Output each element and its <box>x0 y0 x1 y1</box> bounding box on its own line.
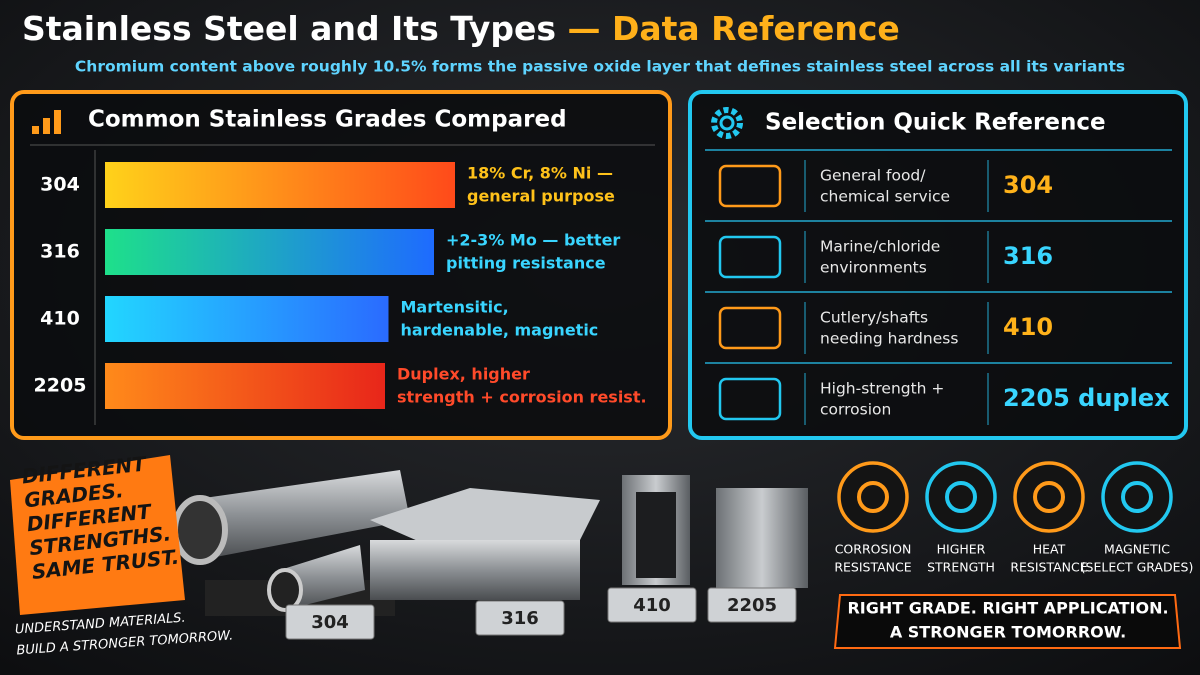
plate-label: 304 <box>311 612 349 633</box>
recommended-grade: 2205 duplex <box>1003 384 1170 412</box>
bar-description: 18% Cr, 8% Ni — <box>467 164 613 183</box>
plate-label: 316 <box>501 608 539 629</box>
property-label: HIGHER <box>937 542 986 557</box>
bar-description: strength + corrosion resist. <box>397 388 647 407</box>
plate <box>607 587 697 623</box>
property-label: RESISTANCE <box>1010 560 1087 575</box>
recommended-grade: 304 <box>1003 171 1053 199</box>
property-icon <box>1121 481 1153 513</box>
property-label: RESISTANCE <box>834 560 911 575</box>
use-text: General food/ <box>820 167 926 185</box>
grade-label: 410 <box>40 308 80 330</box>
bar <box>105 363 385 409</box>
gear-icon <box>711 107 743 139</box>
property-label: (SELECT GRADES) <box>1081 560 1194 575</box>
plate-label: 410 <box>633 595 671 616</box>
bar <box>105 229 434 275</box>
property-badge <box>1013 461 1085 533</box>
use-text: corrosion <box>820 401 891 419</box>
bar <box>105 162 455 208</box>
property-badge <box>1101 461 1173 533</box>
grade-label: 2205 <box>34 375 87 397</box>
property-label: MAGNETIC <box>1104 542 1170 557</box>
plate <box>285 604 375 640</box>
property-label: CORROSION <box>835 542 912 557</box>
bar <box>105 296 389 342</box>
steel-products <box>172 470 808 612</box>
subtitle: Chromium content above roughly 10.5% for… <box>75 58 1125 76</box>
plate <box>707 587 797 623</box>
property-label: STRENGTH <box>927 560 995 575</box>
property-icon <box>1033 481 1065 513</box>
tagline-box <box>833 594 1182 649</box>
bar-description: +2-3% Mo — better <box>446 231 620 250</box>
row-icon <box>718 377 782 421</box>
bar-description: Duplex, higher <box>397 365 530 384</box>
slogan-brush <box>10 455 185 615</box>
property-label: HEAT <box>1033 542 1066 557</box>
chart-title: Common Stainless Grades Compared <box>88 107 567 133</box>
use-text: Marine/chloride <box>820 238 940 256</box>
tagline: A STRONGER TOMORROW. <box>890 623 1126 642</box>
property-icon <box>857 481 889 513</box>
recommended-grade: 410 <box>1003 313 1053 341</box>
property-badge <box>837 461 909 533</box>
use-text: chemical service <box>820 188 950 206</box>
title-main: Stainless Steel and Its Types <box>22 9 556 48</box>
use-text: High-strength + <box>820 380 944 398</box>
property-icon <box>945 481 977 513</box>
use-text: Cutlery/shafts <box>820 309 928 327</box>
row-icon <box>718 306 782 350</box>
property-badge <box>925 461 997 533</box>
bar-description: Martensitic, <box>401 298 509 317</box>
use-text: environments <box>820 259 927 277</box>
reference-title: Selection Quick Reference <box>765 110 1106 136</box>
chart-icon <box>32 110 61 134</box>
bar-description: hardenable, magnetic <box>401 321 599 340</box>
grade-label: 316 <box>40 241 80 263</box>
row-icon <box>718 235 782 279</box>
row-icon <box>718 164 782 208</box>
title-accent: — Data Reference <box>568 9 900 48</box>
bar-description: pitting resistance <box>446 254 606 273</box>
grade-label: 304 <box>40 174 80 196</box>
reference-panel <box>688 90 1188 440</box>
bar-description: general purpose <box>467 187 615 206</box>
title: Stainless Steel and Its Types — Data Ref… <box>22 9 900 48</box>
use-text: needing hardness <box>820 330 958 348</box>
plate-label: 2205 <box>727 595 777 616</box>
plate <box>475 600 565 636</box>
tagline: RIGHT GRADE. RIGHT APPLICATION. <box>847 599 1168 618</box>
recommended-grade: 316 <box>1003 242 1053 270</box>
